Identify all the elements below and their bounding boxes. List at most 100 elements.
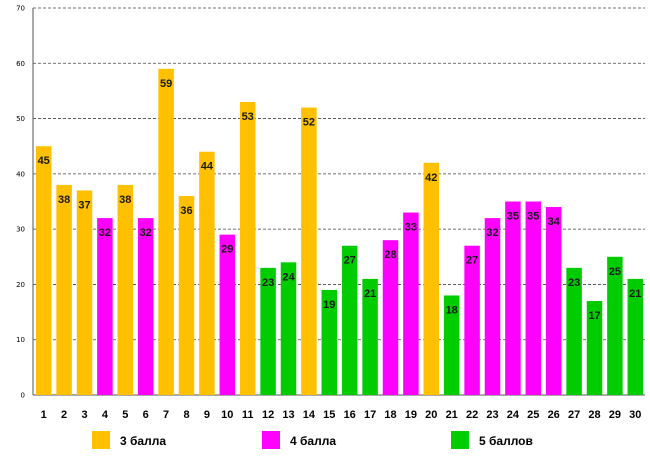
gridlines [32, 7, 645, 396]
x-tick-label: 2 [61, 409, 67, 421]
bar-value-label: 33 [405, 222, 417, 234]
bar-value-label: 36 [180, 205, 192, 217]
bar-value-label: 37 [78, 199, 90, 211]
bar-value-label: 59 [160, 78, 172, 90]
bar-6 [137, 218, 154, 395]
x-tick-label: 1 [41, 409, 47, 421]
bar-28 [586, 301, 603, 395]
bar-24 [505, 201, 521, 395]
bar-value-label: 32 [140, 227, 152, 239]
y-tick-label: 70 [16, 5, 25, 13]
legend-label-5: 5 баллов [479, 434, 533, 448]
bars [35, 68, 644, 396]
bar-value-label: 38 [119, 194, 131, 206]
x-tick-label: 22 [466, 409, 478, 421]
x-tick-label: 15 [323, 409, 335, 421]
x-tick-label: 10 [221, 409, 233, 421]
x-tick-label: 28 [588, 409, 600, 421]
y-tick-label: 0 [21, 392, 25, 400]
x-tick-label: 17 [364, 409, 376, 421]
bar-value-label: 17 [588, 310, 600, 322]
bar-value-label: 38 [58, 194, 70, 206]
y-tick-label: 50 [16, 115, 25, 123]
bar-value-label: 42 [425, 172, 437, 184]
bar-25 [525, 201, 542, 395]
x-tick-label: 29 [609, 409, 621, 421]
x-tick-label: 7 [163, 409, 169, 421]
x-tick-label: 24 [507, 409, 520, 421]
bar-value-label: 23 [262, 277, 274, 289]
bar-value-label: 21 [629, 288, 641, 300]
legend-label-4: 4 балла [290, 434, 336, 448]
data-labels: 45 38 37 32 38 32 59 36 44 29 53 23 24 52 19 27 21 28 33 42… [38, 78, 642, 322]
x-tick-label: 8 [183, 409, 189, 421]
bar-21 [443, 295, 460, 395]
x-tick-label: 25 [527, 409, 539, 421]
x-tick-label: 19 [405, 409, 417, 421]
bar-4 [97, 218, 113, 395]
x-tick-label: 18 [384, 409, 396, 421]
bar-value-label: 21 [364, 288, 376, 300]
bar-1 [35, 146, 52, 395]
bar-value-label: 32 [486, 227, 498, 239]
x-tick-label: 5 [122, 409, 128, 421]
x-tick-label: 6 [143, 409, 149, 421]
bar-value-label: 44 [201, 161, 214, 173]
x-tick-label: 26 [548, 409, 560, 421]
bar-13 [280, 262, 297, 395]
bar-value-label: 52 [303, 117, 315, 129]
bar-value-label: 24 [282, 271, 295, 283]
x-tick-label: 12 [262, 409, 274, 421]
x-tick-label: 9 [204, 409, 210, 421]
bar-value-label: 32 [99, 227, 111, 239]
y-tick-label: 60 [16, 60, 25, 68]
y-tick-label: 40 [16, 170, 25, 178]
bar-7 [158, 68, 174, 396]
bar-value-label: 19 [323, 299, 335, 311]
bar-value-label: 28 [384, 249, 396, 261]
x-tick-label: 11 [242, 409, 254, 421]
bar-23 [484, 218, 501, 395]
bar-value-label: 18 [446, 304, 458, 316]
y-tick-label: 10 [16, 336, 25, 344]
bar-18 [382, 240, 399, 395]
bar-value-label: 35 [507, 211, 519, 223]
bar-value-label: 27 [466, 255, 478, 267]
x-tick-label: 23 [486, 409, 498, 421]
legend: 3 балла 4 балла 5 баллов [92, 431, 533, 449]
bar-16 [341, 245, 358, 395]
legend-swatch-4 [262, 431, 280, 449]
y-axis-ticks: 0 10 20 30 40 50 60 70 [16, 5, 25, 400]
bar-3 [76, 190, 93, 395]
bar-2 [56, 184, 72, 395]
legend-label-3: 3 балла [120, 434, 166, 448]
bar-value-label: 25 [609, 266, 621, 278]
legend-swatch-5 [451, 431, 469, 449]
bar-19 [403, 212, 419, 395]
bar-9 [199, 151, 215, 395]
bar-value-label: 27 [344, 255, 356, 267]
bar-11 [239, 101, 256, 395]
bar-value-label: 23 [568, 277, 580, 289]
y-tick-label: 30 [16, 226, 25, 234]
bar-12 [260, 267, 276, 395]
bar-10 [219, 234, 236, 395]
legend-swatch-3 [92, 431, 110, 449]
bar-5 [117, 184, 134, 395]
bar-value-label: 35 [527, 211, 539, 223]
bar-8 [178, 195, 195, 395]
x-tick-label: 16 [344, 409, 356, 421]
bar-15 [321, 289, 338, 395]
x-tick-label: 27 [568, 409, 580, 421]
bar-27 [566, 267, 582, 395]
x-tick-label: 14 [303, 409, 316, 421]
x-tick-label: 20 [425, 409, 437, 421]
x-axis-ticks: 1 2 3 4 5 6 7 8 9 10 11 12 13 14 15 16 17 18 19 20 21 22 23 24 2… [41, 409, 642, 421]
bar-30 [627, 278, 644, 395]
x-tick-label: 4 [102, 409, 109, 421]
x-tick-label: 3 [81, 409, 87, 421]
x-tick-label: 13 [282, 409, 294, 421]
bar-22 [464, 245, 480, 395]
